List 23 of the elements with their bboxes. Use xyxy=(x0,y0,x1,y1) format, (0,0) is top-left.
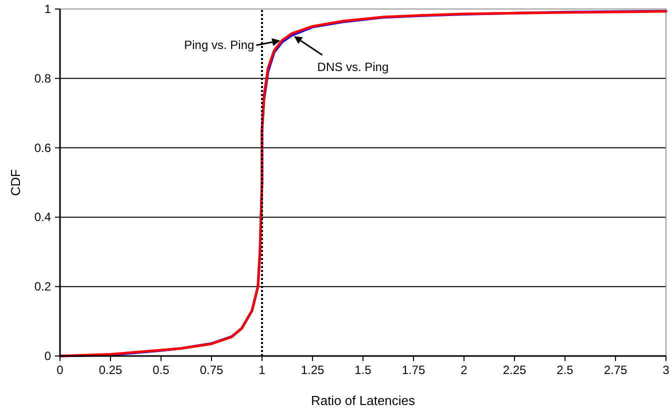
y-tick-label: 0.4 xyxy=(34,210,52,224)
y-tick-label: 1 xyxy=(44,2,52,16)
x-tick-label: 1.5 xyxy=(354,363,372,377)
y-tick-label: 0.6 xyxy=(34,140,52,155)
x-tick-label: 0.75 xyxy=(200,363,224,377)
x-tick-label: 2.25 xyxy=(502,363,526,377)
x-tick-label: 3 xyxy=(662,363,670,377)
y-axis-title: CDF xyxy=(8,169,23,196)
y-tick-label: 0 xyxy=(44,349,52,363)
x-tick-label: 0.25 xyxy=(98,363,122,377)
text: DNS vs. Ping xyxy=(317,60,389,74)
x-tick-label: 0 xyxy=(56,363,64,377)
x-tick-label: 2.5 xyxy=(556,363,574,377)
y-tick-label: 0.8 xyxy=(34,71,52,86)
x-tick-label: 0.5 xyxy=(152,363,170,377)
x-tick-label: 2.75 xyxy=(604,363,628,377)
x-axis-title: Ratio of Latencies xyxy=(310,393,416,408)
x-tick-label: 2 xyxy=(460,363,468,377)
y-tick-label: 0.2 xyxy=(34,280,52,294)
series-label: Ping vs. Ping xyxy=(184,38,254,52)
x-tick-label: 1 xyxy=(258,363,266,377)
x-tick-label: 1.25 xyxy=(300,363,324,377)
x-tick-label: 1.75 xyxy=(402,363,426,377)
